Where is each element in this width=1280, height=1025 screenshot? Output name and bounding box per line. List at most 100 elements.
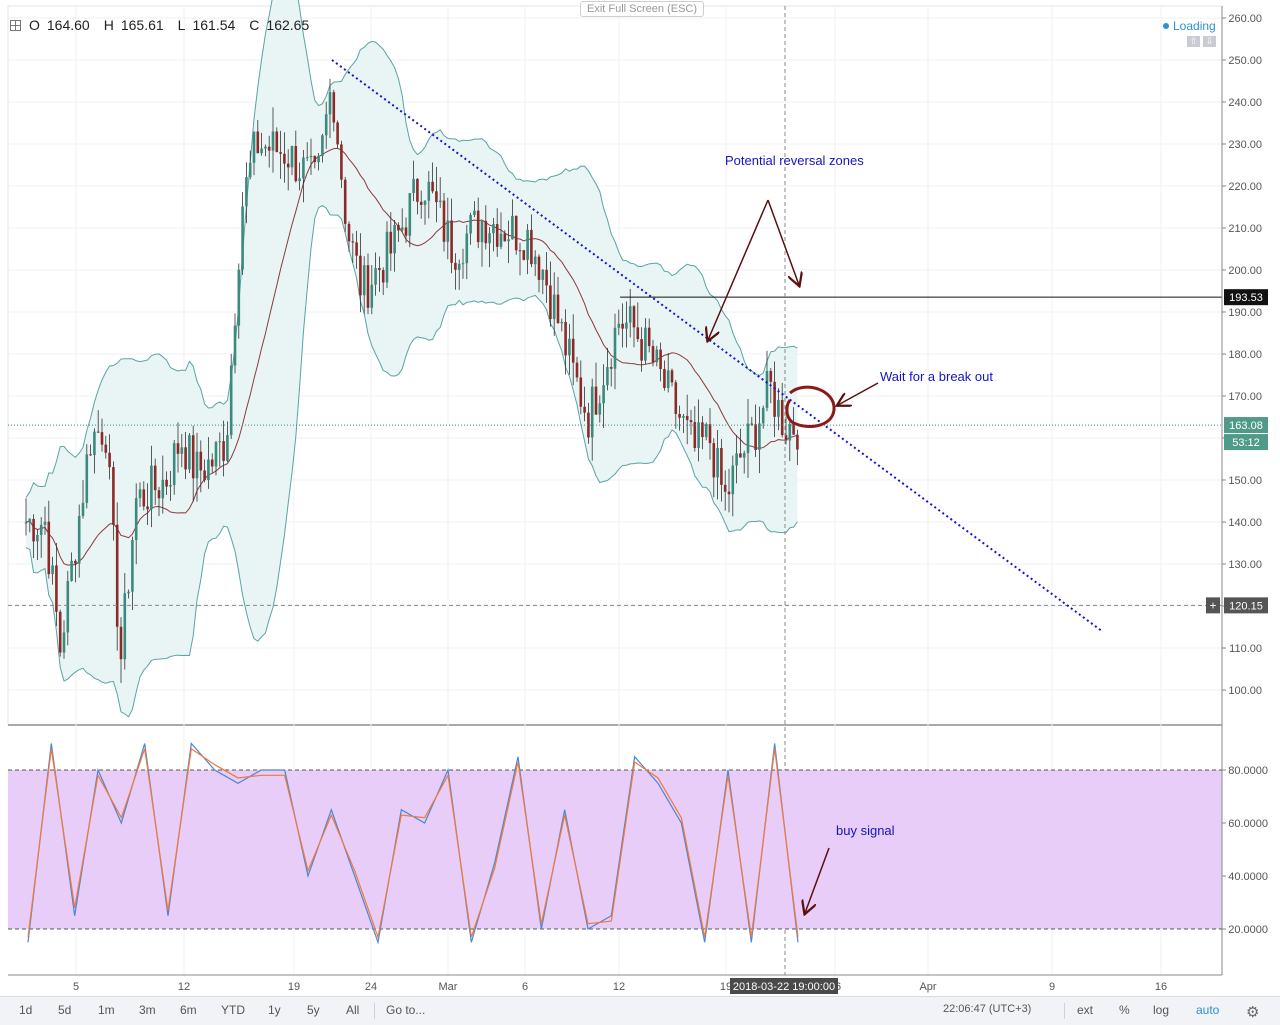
candle-body [518,250,522,252]
candle-body [564,321,567,356]
candle-body [169,484,172,487]
range-all-button[interactable]: All [346,1003,360,1017]
stochastic-panel: buy signal [8,742,1222,945]
candle-body [248,162,252,178]
candle-body [427,181,431,201]
candle-body [127,591,130,594]
candle-body [279,152,282,154]
crosshair-time-label: 2018-03-22 19:00:00 [733,981,835,993]
candle-body [731,465,735,495]
candle-body [267,146,271,151]
candle-body [693,422,697,448]
candle-body [492,224,495,234]
auto-toggle[interactable]: auto [1196,1003,1220,1017]
candle-body [613,327,617,369]
percent-toggle[interactable]: % [1119,1003,1130,1017]
candle-body [324,114,328,136]
scroll-down-icon[interactable]: ⇩ [1203,36,1216,47]
candle-body [674,382,678,414]
y-tick-label: 180.00 [1228,349,1262,361]
candle-body [784,435,788,441]
candle-body [275,131,279,153]
candle-body [659,349,662,370]
candle-body [302,157,305,179]
candle-body [138,489,142,499]
scroll-up-icon[interactable]: ⇧ [1187,36,1200,47]
candle-body [617,323,621,328]
goto-button[interactable]: Go to... [386,1003,426,1017]
candle-body [112,467,115,525]
ext-toggle[interactable]: ext [1077,1003,1094,1017]
range-1m-button[interactable]: 1m [98,1003,115,1017]
candle-body [746,423,750,454]
candle-body [32,518,35,542]
candle-body [131,539,134,592]
y-tick-label: 140.00 [1228,517,1262,529]
candle-body [442,200,446,242]
y-tick-label: 200.00 [1228,265,1262,277]
candle-body [423,200,427,205]
resistance-price-label: 193.53 [1229,292,1263,304]
candle-body [119,626,123,660]
candle-body [229,365,233,436]
candle-body [66,580,70,633]
candle-body [294,146,298,182]
stoch-zone-fill [8,770,1222,929]
exit-fullscreen-button[interactable]: Exit Full Screen (ESC) [580,1,705,17]
candle-body [537,256,541,280]
range-5d-button[interactable]: 5d [58,1003,72,1017]
stoch-d-line [27,747,799,940]
candle-body [233,325,237,366]
candle-body [146,506,149,510]
candle-body [43,521,47,525]
expand-icon[interactable] [10,19,21,31]
x-tick-label: 24 [365,981,377,993]
candle-body [606,367,609,386]
range-6m-button[interactable]: 6m [180,1003,197,1017]
candle-body [347,223,351,242]
candle-body [74,560,77,564]
x-tick-label: 6 [522,981,528,993]
candle-body [24,522,28,524]
log-toggle[interactable]: log [1153,1003,1170,1017]
candle-body [598,403,602,415]
candle-body [469,215,472,234]
range-ytd-button[interactable]: YTD [221,1003,245,1017]
gear-icon[interactable]: ⚙ [1246,1004,1260,1021]
candle-body [58,611,62,653]
candle-body [271,131,275,151]
stoch-tick-label: 60.0000 [1228,818,1268,830]
candle-body [286,163,290,168]
candle-body [579,377,583,407]
candle-body [431,181,434,192]
x-tick-label: Mar [439,981,458,993]
range-1d-button[interactable]: 1d [19,1003,33,1017]
candle-body [123,593,127,660]
candle-body [761,407,765,424]
toolbar-divider [374,1003,375,1019]
candle-body [81,502,85,516]
x-tick-label: 5 [73,981,79,993]
range-3m-button[interactable]: 3m [139,1003,156,1017]
arrow-buy-signal [805,847,830,913]
annotation-buy-signal: buy signal [836,823,895,838]
annotation-breakout: Wait for a break out [880,369,993,384]
ohlc-legend: O 164.60 H 165.61 L 161.54 C 162.65 [10,17,317,33]
candle-body [203,470,206,481]
candle-body [435,191,438,203]
y-tick-label: 150.00 [1228,475,1262,487]
candle-body [184,447,187,470]
candle-body [560,321,564,324]
candle-body [632,306,636,328]
bollinger-band [25,0,798,718]
annotation-reversal: Potential reversal zones [725,153,864,168]
candle-body [62,632,66,653]
range-5y-button[interactable]: 5y [307,1003,320,1017]
candle-body [93,431,96,456]
range-1y-button[interactable]: 1y [268,1003,281,1017]
candle-body [522,250,526,260]
candle-body [210,459,214,467]
candle-body [188,435,191,470]
candle-body [199,451,203,471]
